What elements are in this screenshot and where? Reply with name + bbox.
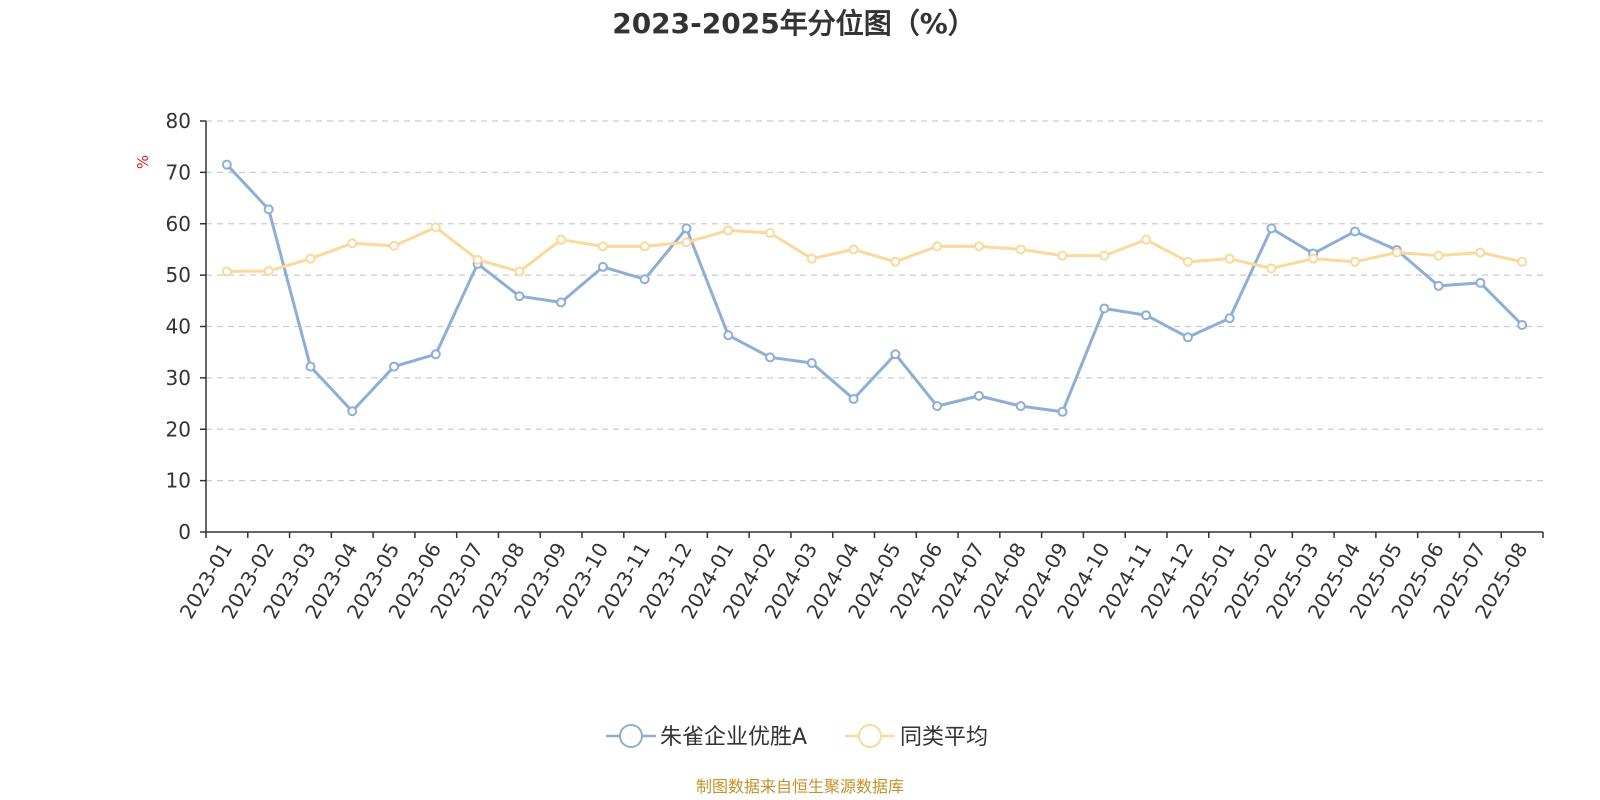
grid-lines (206, 120, 1543, 482)
data-point[interactable] (263, 266, 274, 277)
x-axis-ticks: 2023-012023-022023-032023-042023-052023-… (175, 532, 1544, 623)
data-point[interactable] (1433, 280, 1444, 291)
legend-marker (619, 724, 643, 748)
data-point[interactable] (1517, 256, 1528, 267)
data-point[interactable] (597, 241, 608, 252)
data-point[interactable] (848, 244, 859, 255)
data-point[interactable] (430, 222, 441, 233)
legend-marker (858, 724, 882, 748)
data-point[interactable] (1057, 250, 1068, 261)
data-point[interactable] (263, 204, 274, 215)
series-line (225, 163, 1524, 414)
legend-label: 同类平均 (900, 725, 988, 750)
data-point[interactable] (1266, 263, 1277, 274)
data-point[interactable] (1349, 226, 1360, 237)
data-point[interactable] (890, 349, 901, 360)
data-point[interactable] (1308, 253, 1319, 264)
data-point[interactable] (806, 253, 817, 264)
data-point[interactable] (1266, 223, 1277, 234)
source-note: 制图数据来自恒生聚源数据库 (696, 777, 904, 796)
data-point[interactable] (1224, 253, 1235, 264)
data-point[interactable] (347, 238, 358, 249)
data-point[interactable] (1099, 303, 1110, 314)
data-point[interactable] (848, 393, 859, 404)
data-point[interactable] (347, 406, 358, 417)
legend-item[interactable]: 朱雀企业优胜A (606, 724, 807, 750)
series-1 (221, 222, 1528, 277)
y-tick-label: 80 (166, 109, 191, 133)
data-point[interactable] (1182, 256, 1193, 267)
data-point[interactable] (472, 254, 483, 265)
data-point[interactable] (389, 361, 400, 372)
data-point[interactable] (389, 240, 400, 251)
data-point[interactable] (1099, 250, 1110, 261)
y-tick-label: 60 (166, 212, 191, 236)
data-point[interactable] (221, 266, 232, 277)
y-tick-label: 50 (166, 263, 191, 287)
data-point[interactable] (1517, 319, 1528, 330)
y-tick-label: 20 (166, 417, 191, 441)
data-point[interactable] (597, 261, 608, 272)
y-tick-label: 0 (178, 520, 191, 544)
data-point[interactable] (556, 297, 567, 308)
data-point[interactable] (932, 401, 943, 412)
series-line (226, 225, 1523, 274)
data-point[interactable] (1015, 244, 1026, 255)
data-point[interactable] (932, 241, 943, 252)
data-point[interactable] (806, 357, 817, 368)
data-point[interactable] (514, 291, 525, 302)
data-point[interactable] (723, 330, 734, 341)
data-point[interactable] (765, 227, 776, 238)
data-point[interactable] (1391, 247, 1402, 258)
legend-item[interactable]: 同类平均 (845, 724, 988, 750)
y-axis-ticks: 0 10 20 30 40 50 60 70 80 (166, 109, 206, 544)
data-point[interactable] (1475, 277, 1486, 288)
data-point[interactable] (556, 234, 567, 245)
chart-title: 2023-2025年分位图（%） (612, 7, 976, 40)
data-point[interactable] (514, 266, 525, 277)
data-point[interactable] (1224, 313, 1235, 324)
data-point[interactable] (1349, 256, 1360, 267)
y-tick-label: 30 (166, 366, 191, 390)
data-point[interactable] (1057, 406, 1068, 417)
data-point[interactable] (1141, 310, 1152, 321)
data-point[interactable] (221, 159, 232, 170)
data-point[interactable] (1475, 247, 1486, 258)
legend[interactable]: 朱雀企业优胜A 同类平均 (606, 724, 988, 750)
data-point[interactable] (305, 253, 316, 264)
data-point[interactable] (430, 349, 441, 360)
data-point[interactable] (1182, 332, 1193, 343)
data-point[interactable] (765, 352, 776, 363)
data-point[interactable] (305, 361, 316, 372)
data-point[interactable] (973, 241, 984, 252)
y-tick-label: 40 (166, 315, 191, 339)
data-point[interactable] (723, 225, 734, 236)
y-tick-label: 70 (166, 160, 191, 184)
data-point[interactable] (890, 256, 901, 267)
y-unit-label: % (134, 155, 152, 169)
data-point[interactable] (639, 274, 650, 285)
data-point[interactable] (681, 237, 692, 248)
series-0 (221, 159, 1528, 417)
data-point[interactable] (1433, 250, 1444, 261)
data-point[interactable] (639, 241, 650, 252)
data-point[interactable] (1141, 234, 1152, 245)
data-point[interactable] (681, 223, 692, 234)
series (221, 159, 1528, 417)
legend-label: 朱雀企业优胜A (660, 725, 807, 750)
data-point[interactable] (1015, 401, 1026, 412)
data-point[interactable] (973, 390, 984, 401)
y-tick-label: 10 (166, 469, 191, 493)
